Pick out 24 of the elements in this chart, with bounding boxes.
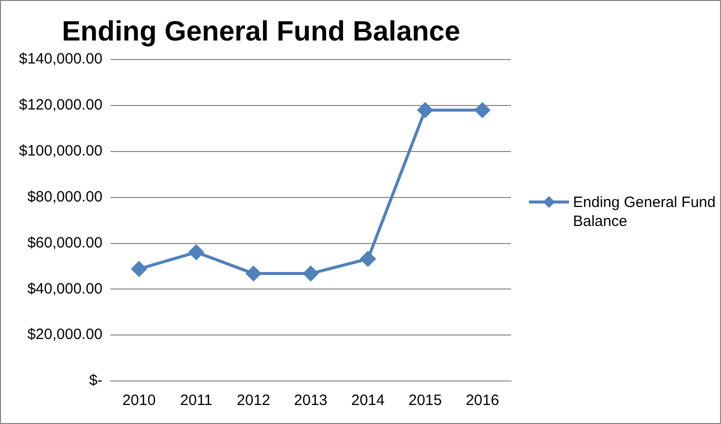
point: [474, 102, 490, 118]
x-tick-label: 2016: [466, 392, 500, 410]
y-tick-label: $20,000.00: [27, 326, 102, 344]
x-tick-label: 2012: [236, 392, 270, 410]
y-tick-label: $40,000.00: [27, 280, 102, 298]
y-tick-label: $-: [89, 372, 102, 390]
x-tick-label: 2014: [351, 392, 385, 410]
point: [418, 102, 433, 118]
y-tick-label: $100,000.00: [18, 142, 102, 160]
point: [246, 266, 261, 282]
x-tick-label: 2013: [294, 392, 328, 410]
chart-title: Ending General Fund Balance: [62, 16, 460, 47]
y-tick-label: $120,000.00: [18, 96, 102, 114]
y-tick-label: $80,000.00: [27, 188, 102, 206]
x-tick-label: 2010: [122, 392, 156, 410]
x-tick-label: 2015: [408, 392, 442, 410]
legend-label: Ending General Fund Balance: [573, 193, 717, 231]
point: [303, 266, 318, 282]
y-tick-label: $140,000.00: [18, 50, 102, 68]
point: [188, 244, 204, 260]
x-tick-label: 2011: [180, 392, 212, 410]
point: [132, 261, 147, 276]
y-tick-label: $60,000.00: [27, 234, 102, 252]
point: [360, 251, 376, 266]
